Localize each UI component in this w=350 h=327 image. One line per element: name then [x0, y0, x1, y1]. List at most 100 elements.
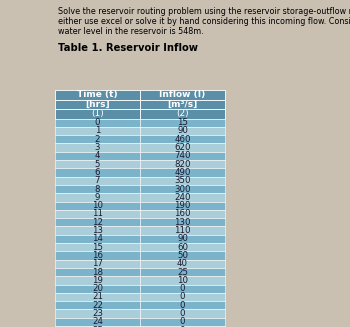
Bar — [140, 268, 225, 276]
Text: 190: 190 — [174, 201, 191, 210]
Bar — [140, 235, 225, 243]
Text: 6: 6 — [95, 168, 100, 177]
Text: 10: 10 — [92, 201, 103, 210]
Text: 0: 0 — [180, 292, 185, 301]
Text: 130: 130 — [174, 218, 191, 227]
Text: 12: 12 — [92, 218, 103, 227]
Text: 90: 90 — [177, 127, 188, 135]
Bar — [55, 218, 140, 226]
Bar — [55, 318, 140, 326]
Text: 110: 110 — [174, 226, 191, 235]
Bar — [55, 326, 140, 327]
Bar — [55, 260, 140, 268]
Bar — [140, 127, 225, 135]
Bar — [140, 135, 225, 144]
Bar — [140, 309, 225, 318]
Bar — [55, 268, 140, 276]
Text: 740: 740 — [174, 151, 191, 160]
Text: 60: 60 — [177, 243, 188, 252]
Text: 24: 24 — [92, 317, 103, 326]
Bar — [140, 301, 225, 309]
Text: 240: 240 — [174, 193, 191, 202]
Bar — [140, 160, 225, 168]
Text: water level in the reservoir is 548m.: water level in the reservoir is 548m. — [58, 27, 204, 36]
Text: 460: 460 — [174, 135, 191, 144]
Bar — [140, 260, 225, 268]
Bar — [140, 118, 225, 127]
Bar — [140, 90, 225, 99]
Bar — [55, 177, 140, 185]
Bar — [140, 276, 225, 284]
Bar — [140, 318, 225, 326]
Bar — [140, 168, 225, 177]
Bar — [55, 301, 140, 309]
Text: 490: 490 — [174, 168, 191, 177]
Bar — [140, 293, 225, 301]
Bar — [140, 99, 225, 109]
Text: 16: 16 — [92, 251, 103, 260]
Text: 10: 10 — [177, 276, 188, 285]
Text: 0: 0 — [180, 301, 185, 310]
Bar — [140, 226, 225, 235]
Bar — [55, 276, 140, 284]
Text: 300: 300 — [174, 184, 191, 194]
Text: 4: 4 — [95, 151, 100, 160]
Text: either use excel or solve it by hand considering this incoming flow. Consider th: either use excel or solve it by hand con… — [58, 17, 350, 26]
Bar — [55, 193, 140, 201]
Text: 9: 9 — [95, 193, 100, 202]
Bar — [55, 243, 140, 251]
Text: (2): (2) — [176, 109, 189, 118]
Text: 1: 1 — [95, 127, 100, 135]
Text: 820: 820 — [174, 160, 191, 169]
Bar — [55, 160, 140, 168]
Text: [hrs]: [hrs] — [85, 100, 110, 109]
Bar — [55, 185, 140, 193]
Bar — [55, 309, 140, 318]
Bar — [140, 109, 225, 118]
Bar — [140, 177, 225, 185]
Text: 11: 11 — [92, 210, 103, 218]
Bar — [55, 251, 140, 260]
Bar — [55, 235, 140, 243]
Text: 5: 5 — [95, 160, 100, 169]
Text: [m³/s]: [m³/s] — [167, 100, 198, 109]
Text: 2: 2 — [95, 135, 100, 144]
Bar — [55, 127, 140, 135]
Bar — [55, 109, 140, 118]
Text: Solve the reservoir routing problem using the reservoir storage-outflow relation: Solve the reservoir routing problem usin… — [58, 7, 350, 16]
Bar — [140, 284, 225, 293]
Text: 7: 7 — [95, 176, 100, 185]
Bar — [140, 210, 225, 218]
Bar — [140, 326, 225, 327]
Text: 15: 15 — [92, 243, 103, 252]
Text: 14: 14 — [92, 234, 103, 243]
Bar — [55, 168, 140, 177]
Text: (1): (1) — [91, 109, 104, 118]
Bar — [140, 243, 225, 251]
Bar — [140, 152, 225, 160]
Text: 15: 15 — [177, 118, 188, 127]
Text: Table 1. Reservoir Inflow: Table 1. Reservoir Inflow — [58, 43, 198, 53]
Bar — [55, 135, 140, 144]
Bar — [55, 293, 140, 301]
Bar — [140, 218, 225, 226]
Bar — [140, 185, 225, 193]
Text: 21: 21 — [92, 292, 103, 301]
Text: 160: 160 — [174, 210, 191, 218]
Text: 22: 22 — [92, 301, 103, 310]
Bar — [140, 193, 225, 201]
Bar — [55, 226, 140, 235]
Text: 13: 13 — [92, 226, 103, 235]
Text: 50: 50 — [177, 251, 188, 260]
Bar — [140, 251, 225, 260]
Text: 18: 18 — [92, 267, 103, 277]
Bar — [55, 99, 140, 109]
Text: 25: 25 — [92, 326, 103, 327]
Text: Time (t): Time (t) — [77, 90, 118, 99]
Text: 40: 40 — [177, 259, 188, 268]
Bar — [55, 152, 140, 160]
Text: 19: 19 — [92, 276, 103, 285]
Text: 0: 0 — [180, 284, 185, 293]
Text: 8: 8 — [95, 184, 100, 194]
Bar — [55, 284, 140, 293]
